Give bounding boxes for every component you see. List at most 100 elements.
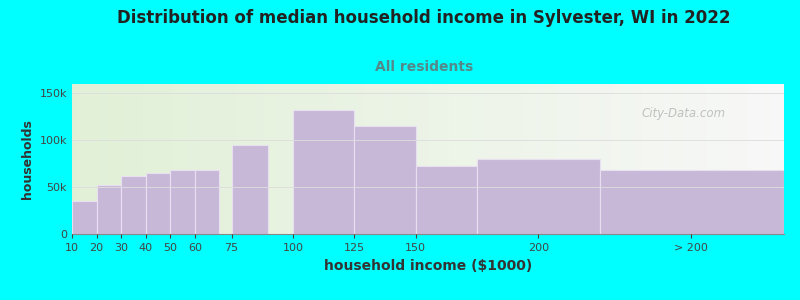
X-axis label: household income ($1000): household income ($1000) <box>324 259 532 273</box>
Bar <box>600 170 784 234</box>
Bar <box>114 84 122 234</box>
Bar <box>150 84 158 234</box>
Bar <box>470 84 478 234</box>
Bar <box>97 185 121 234</box>
Bar <box>293 110 354 234</box>
Bar <box>464 84 470 234</box>
Bar <box>172 84 179 234</box>
Bar <box>742 84 748 234</box>
Bar <box>72 201 97 234</box>
Bar <box>450 84 457 234</box>
Bar <box>222 84 229 234</box>
Bar <box>101 84 107 234</box>
Bar <box>264 84 271 234</box>
Bar <box>613 84 620 234</box>
Bar <box>293 84 300 234</box>
Bar <box>257 84 264 234</box>
Bar <box>563 84 570 234</box>
Bar <box>158 84 165 234</box>
Bar <box>236 84 243 234</box>
Bar <box>627 84 634 234</box>
Bar <box>684 84 691 234</box>
Bar <box>271 84 278 234</box>
Bar <box>549 84 556 234</box>
Bar <box>143 84 150 234</box>
Bar <box>656 84 663 234</box>
Bar <box>364 84 371 234</box>
Bar <box>214 84 222 234</box>
Bar <box>307 84 314 234</box>
Bar <box>713 84 720 234</box>
Bar <box>86 84 94 234</box>
Bar <box>243 84 250 234</box>
Bar <box>121 176 146 234</box>
Bar <box>663 84 670 234</box>
Bar <box>734 84 742 234</box>
Bar <box>435 84 442 234</box>
Bar <box>620 84 627 234</box>
Bar <box>250 84 257 234</box>
Bar <box>392 84 399 234</box>
Bar <box>421 84 428 234</box>
Bar <box>416 166 477 234</box>
Bar <box>328 84 335 234</box>
Bar <box>706 84 713 234</box>
Bar <box>406 84 414 234</box>
Bar <box>477 159 600 234</box>
Bar <box>186 84 193 234</box>
Bar <box>521 84 528 234</box>
Bar <box>514 84 521 234</box>
Bar <box>506 84 514 234</box>
Bar <box>457 84 464 234</box>
Bar <box>193 84 200 234</box>
Bar <box>755 84 762 234</box>
Bar <box>606 84 613 234</box>
Bar <box>170 170 194 234</box>
Bar <box>194 170 219 234</box>
Bar <box>691 84 698 234</box>
Bar <box>528 84 535 234</box>
Bar <box>634 84 642 234</box>
Bar <box>592 84 599 234</box>
Bar <box>777 84 784 234</box>
Bar <box>107 84 114 234</box>
Bar <box>677 84 684 234</box>
Bar <box>207 84 214 234</box>
Bar <box>146 173 170 234</box>
Bar <box>428 84 435 234</box>
Bar <box>378 84 386 234</box>
Bar <box>79 84 86 234</box>
Bar <box>414 84 421 234</box>
Bar <box>229 84 236 234</box>
Bar <box>300 84 307 234</box>
Bar <box>585 84 592 234</box>
Bar <box>72 84 79 234</box>
Bar <box>720 84 727 234</box>
Bar <box>670 84 677 234</box>
Bar <box>727 84 734 234</box>
Bar <box>762 84 770 234</box>
Bar <box>749 84 755 234</box>
Bar <box>231 145 269 234</box>
Bar <box>698 84 706 234</box>
Bar <box>286 84 293 234</box>
Bar <box>485 84 492 234</box>
Bar <box>321 84 328 234</box>
Bar <box>770 84 777 234</box>
Bar <box>599 84 606 234</box>
Bar <box>556 84 563 234</box>
Bar <box>492 84 499 234</box>
Bar <box>165 84 172 234</box>
Bar <box>649 84 656 234</box>
Bar <box>278 84 286 234</box>
Bar <box>386 84 392 234</box>
Bar <box>354 126 416 234</box>
Bar <box>314 84 321 234</box>
Bar <box>342 84 350 234</box>
Bar <box>122 84 129 234</box>
Bar <box>478 84 485 234</box>
Text: Distribution of median household income in Sylvester, WI in 2022: Distribution of median household income … <box>118 9 730 27</box>
Bar <box>371 84 378 234</box>
Y-axis label: households: households <box>21 119 34 199</box>
Bar <box>350 84 357 234</box>
